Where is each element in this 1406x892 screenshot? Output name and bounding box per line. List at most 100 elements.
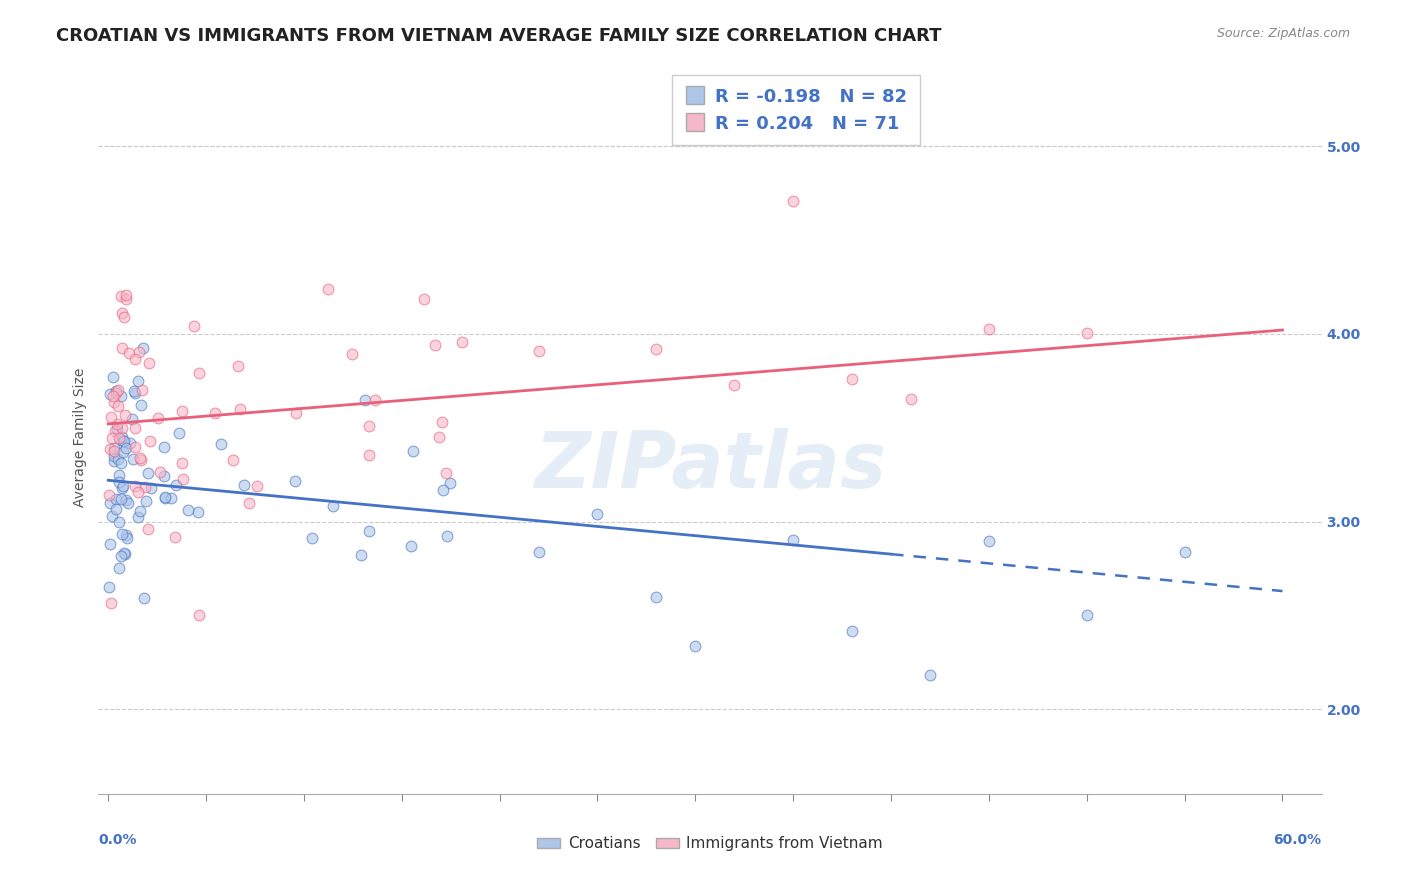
Point (1076, 608, 1098, 623)
Point (124, 385, 146, 400)
Point (134, 480, 156, 494)
Point (104, 502, 127, 516)
Point (111, 481, 134, 495)
Point (900, 392, 922, 407)
Point (131, 341, 153, 355)
Point (163, 530, 186, 544)
Point (131, 384, 153, 398)
Point (103, 444, 125, 458)
Point (129, 453, 152, 467)
Point (124, 479, 146, 493)
Point (450, 334, 472, 349)
Point (110, 491, 132, 506)
Point (97, 580, 120, 594)
Point (782, 533, 804, 547)
Point (204, 405, 226, 419)
Point (100, 509, 122, 524)
Point (105, 384, 128, 398)
Point (127, 485, 149, 500)
Point (115, 288, 138, 302)
Point (153, 491, 176, 506)
Point (177, 502, 200, 516)
Point (165, 478, 187, 492)
Point (645, 343, 668, 357)
Point (228, 359, 250, 374)
Point (122, 452, 145, 467)
Text: CROATIAN VS IMMIGRANTS FROM VIETNAM AVERAGE FAMILY SIZE CORRELATION CHART: CROATIAN VS IMMIGRANTS FROM VIETNAM AVER… (56, 27, 942, 45)
Point (112, 434, 135, 449)
Point (136, 522, 159, 536)
Point (111, 430, 134, 444)
Point (128, 451, 150, 466)
Point (977, 322, 1000, 336)
Point (399, 539, 422, 553)
Point (110, 457, 132, 471)
Point (111, 421, 134, 435)
Point (98, 536, 121, 550)
Point (977, 533, 1000, 548)
Point (98, 488, 121, 502)
Point (114, 492, 136, 507)
Point (108, 515, 131, 529)
Point (160, 491, 183, 505)
Point (114, 292, 136, 306)
Point (112, 479, 135, 493)
Point (117, 496, 139, 510)
Point (645, 590, 668, 604)
Point (359, 524, 381, 538)
Point (111, 341, 134, 355)
Point (284, 474, 307, 488)
Point (209, 437, 232, 451)
Point (350, 548, 373, 562)
Point (139, 481, 162, 495)
Point (132, 591, 155, 606)
Point (246, 479, 269, 493)
Point (359, 419, 381, 434)
Point (149, 466, 172, 480)
Point (100, 410, 122, 425)
Point (841, 624, 863, 638)
Point (98, 495, 121, 509)
Point (354, 392, 377, 407)
Y-axis label: Average Family Size: Average Family Size (73, 368, 87, 507)
Point (105, 422, 128, 436)
Point (172, 456, 194, 470)
Point (238, 495, 260, 509)
Point (1076, 326, 1098, 340)
Point (103, 449, 125, 463)
Point (98, 442, 121, 457)
Point (127, 374, 149, 388)
Point (233, 478, 256, 492)
Point (183, 318, 205, 333)
Legend: Croatians, Immigrants from Vietnam: Croatians, Immigrants from Vietnam (531, 830, 889, 857)
Point (284, 406, 307, 420)
Point (170, 404, 193, 418)
Point (118, 436, 141, 450)
Point (136, 466, 159, 480)
Point (118, 345, 141, 359)
Point (122, 384, 145, 398)
Point (357, 448, 380, 462)
Point (413, 292, 436, 306)
Point (101, 388, 124, 402)
Point (104, 491, 127, 506)
Point (104, 386, 127, 401)
Point (1174, 545, 1197, 559)
Point (221, 453, 243, 467)
Point (124, 441, 146, 455)
Text: ZIPatlas: ZIPatlas (534, 427, 886, 504)
Point (148, 411, 170, 425)
Point (439, 476, 461, 491)
Point (167, 426, 190, 441)
Point (107, 451, 129, 466)
Point (527, 343, 550, 358)
Point (108, 431, 131, 445)
Point (139, 434, 162, 449)
Point (187, 608, 209, 623)
Point (920, 668, 942, 682)
Point (103, 395, 125, 409)
Point (153, 440, 176, 454)
Point (114, 547, 136, 561)
Point (115, 528, 138, 542)
Point (340, 347, 363, 361)
